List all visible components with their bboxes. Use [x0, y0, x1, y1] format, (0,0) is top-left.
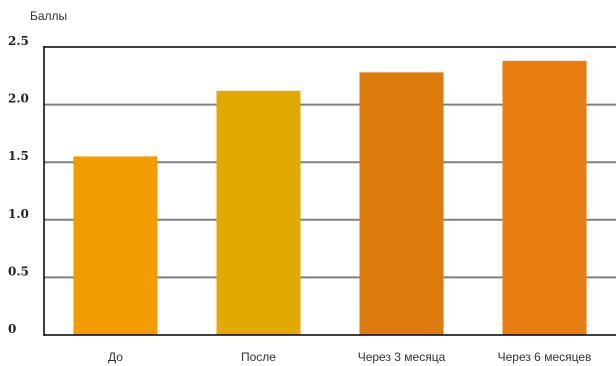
bar	[502, 60, 587, 335]
y-tick-label: 0.5	[8, 264, 29, 278]
x-tick-label: До	[108, 350, 123, 364]
x-tick-label: Через 3 месяца	[358, 350, 446, 364]
bars	[73, 60, 587, 336]
bar	[216, 90, 301, 335]
y-tick-label: 0	[8, 322, 16, 336]
y-tick-label: 1.5	[8, 149, 29, 163]
y-tick-label: 2.5	[8, 34, 29, 48]
bar	[359, 72, 444, 336]
bar	[73, 156, 158, 335]
y-axis-label: Баллы	[30, 9, 67, 23]
y-tick-label: 2.0	[8, 92, 29, 106]
x-tick-label: Через 6 месяцев	[498, 350, 592, 364]
y-tick-labels: 0 0.5 1.0 1.5 2.0 2.5	[8, 34, 29, 336]
x-tick-label: После	[241, 350, 276, 364]
y-tick-label: 1.0	[8, 207, 29, 221]
x-tick-labels: До После Через 3 месяца Через 6 месяцев	[108, 350, 591, 364]
axes	[43, 46, 616, 336]
